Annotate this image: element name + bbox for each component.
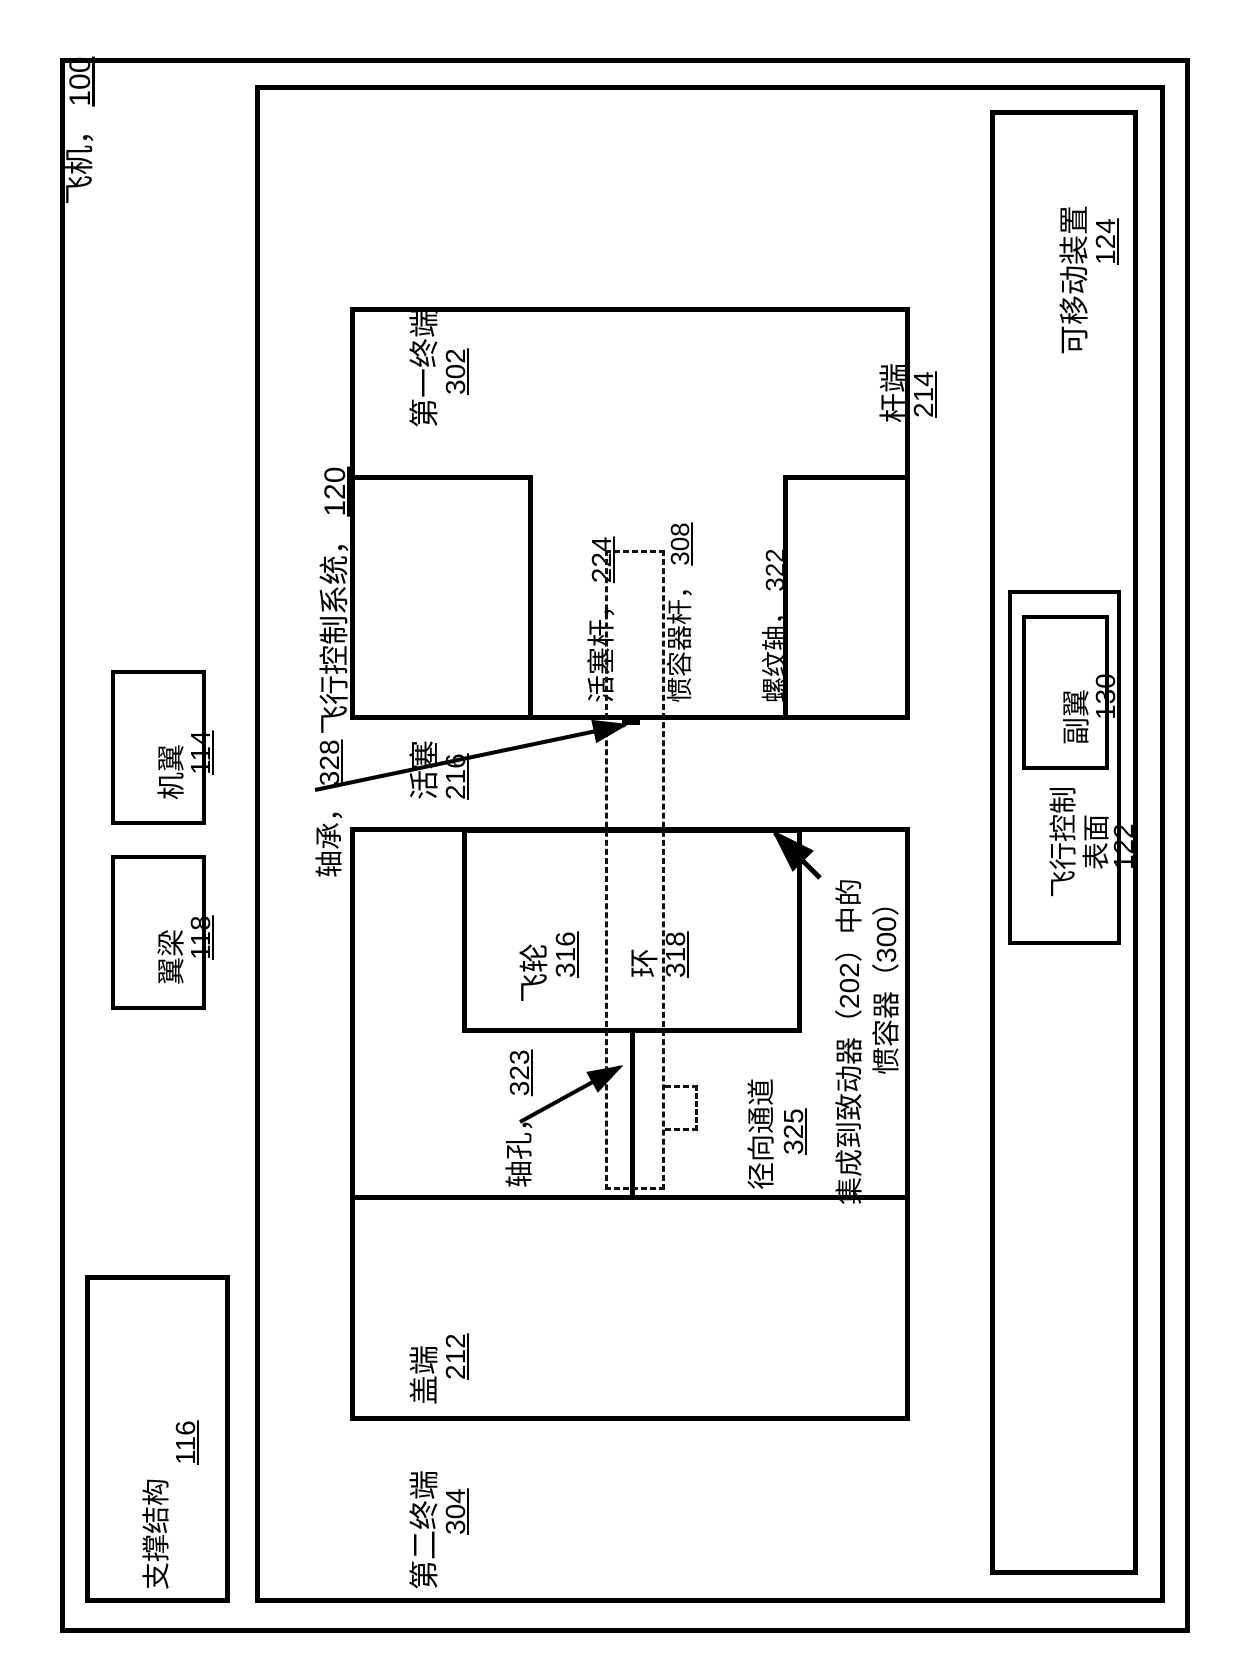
label-fcs: 飞行控制系统， 120 xyxy=(310,467,354,735)
label-wing: 机翼 xyxy=(150,744,190,800)
num-capend: 212 xyxy=(440,1333,472,1380)
label-aileron: 副翼 xyxy=(1055,689,1095,745)
arrow-caption xyxy=(770,828,830,888)
num-movable: 124 xyxy=(1090,218,1122,265)
num-secondterm: 304 xyxy=(440,1488,472,1535)
num-radial: 325 xyxy=(778,1108,810,1155)
label-radial: 径向通道 xyxy=(740,1078,780,1190)
num-aileron: 130 xyxy=(1090,673,1122,720)
dash-radial xyxy=(665,1085,698,1131)
num-rodend: 214 xyxy=(908,371,940,418)
num-spar: 118 xyxy=(185,915,217,960)
arrow-bearing xyxy=(315,720,635,800)
label-movable: 可移动装置 xyxy=(1050,205,1094,355)
label-inerterrod: 惯容器杆， 308 xyxy=(660,522,697,703)
label-firstterm: 第一终端 xyxy=(400,308,444,428)
num-support: 116 xyxy=(170,1420,202,1465)
label-capend: 盖端 xyxy=(400,1345,444,1405)
div-capend xyxy=(350,1195,910,1200)
diagram-canvas: 飞机， 100 支撑结构 116 机翼 114 翼梁 118 飞行控制系统， 1… xyxy=(0,0,1240,1672)
caption-line2: 惯容器（300） xyxy=(865,888,905,1075)
num-firstterm: 302 xyxy=(440,348,472,395)
label-secondterm: 第二终端 xyxy=(400,1470,444,1590)
label-support: 支撑结构 xyxy=(135,1478,175,1590)
label-threadshaft: 螺纹轴， 322 xyxy=(755,548,792,703)
num-wing: 114 xyxy=(185,730,217,775)
caption-line1: 集成到致动器（202）中的 xyxy=(828,878,868,1205)
label-flywheel: 飞轮 xyxy=(510,943,554,1003)
num-surface: 122 xyxy=(1108,823,1140,870)
num-flywheel: 316 xyxy=(550,931,582,978)
label-spar: 翼梁 xyxy=(150,929,190,985)
arrow-bore xyxy=(520,1062,630,1132)
label-aircraft: 飞机， 100 xyxy=(55,57,99,205)
